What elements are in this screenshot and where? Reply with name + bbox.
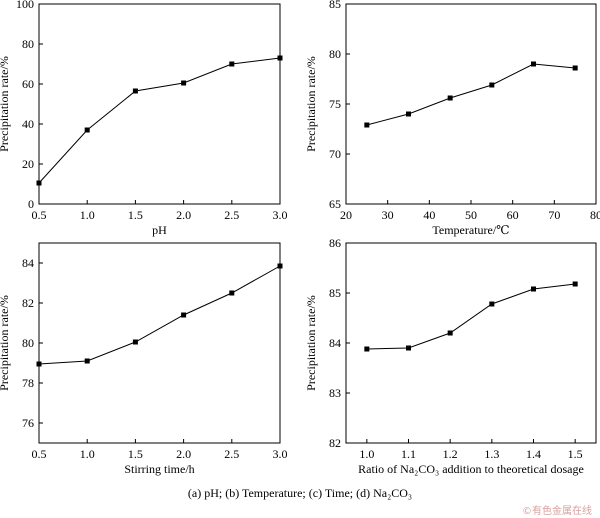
- panel-d-data-point: [489, 301, 495, 307]
- panel-b-series-line: [366, 63, 576, 126]
- panel-c-y-tick-label: 84: [22, 256, 34, 270]
- panel-b-y-tick-label: 85: [329, 0, 341, 11]
- panel-b-x-axis-label: Temperature/℃: [432, 223, 509, 237]
- panel-b-data-point: [572, 65, 578, 71]
- panel-a-x-tick-label: 3.0: [273, 208, 288, 222]
- panel-a-x-tick-label: 1.0: [80, 208, 95, 222]
- panel-a-data-point: [277, 55, 283, 61]
- panel-d-y-axis-label: Precipitation rate/%: [304, 295, 318, 391]
- panel-d-x-tick-label: 1.4: [526, 447, 541, 461]
- panel-b-data-point: [531, 61, 536, 67]
- panel-b-data-point: [406, 111, 411, 117]
- panel-c-x-tick-label: 1.5: [128, 447, 143, 461]
- panel-d-y-tick-label: 83: [329, 386, 341, 400]
- panel-c-frame: [38, 242, 281, 444]
- panel-c-x-tick-label: 0.5: [32, 447, 47, 461]
- panel-d-x-tick-label: 1.2: [443, 447, 458, 461]
- panel-d-y-tick-label: 84: [329, 336, 341, 350]
- panel-d-y-tick-label: 82: [329, 436, 341, 450]
- panel-d-x-axis-label: Ratio of Na₂CO₃ addition to theoretical …: [358, 462, 584, 476]
- panel-a-x-tick-label: 0.5: [32, 208, 47, 222]
- panel-c-y-tick-label: 76: [22, 416, 34, 430]
- panel-a-y-tick-label: 60: [22, 77, 34, 91]
- panel-b-x-tick-label: 60: [507, 208, 519, 222]
- panel-d-x-tick-label: 1.3: [484, 447, 499, 461]
- panel-c-y-tick-label: 82: [22, 296, 34, 310]
- panel-d-data-point: [447, 330, 453, 336]
- panel-c-data-point: [36, 361, 42, 367]
- panel-c-x-tick-label: 2.5: [224, 447, 239, 461]
- panel-c-data-point: [84, 358, 90, 364]
- panel-b-data-point: [489, 82, 495, 88]
- panel-d-x-tick-label: 1.5: [568, 447, 583, 461]
- panel-b-x-tick-label: 70: [548, 208, 560, 222]
- panel-b-x-tick-label: 50: [465, 208, 477, 222]
- panel-a-y-axis-label: Precipitation rate/%: [0, 56, 11, 152]
- panel-a-data-point: [132, 88, 138, 94]
- panel-b-data-point: [447, 95, 453, 101]
- panel-a: 0.5 1.0 1.5 2.0 2.5 3.0 0 20 40 60 80 100 pH Precipit…: [0, 0, 288, 237]
- panel-b-frame: [345, 3, 597, 205]
- panel-c-y-axis-label: Precipitation rate/%: [0, 295, 11, 391]
- panel-a-data-point: [181, 80, 187, 86]
- figure-caption: (a) pH; (b) Temperature; (c) Time; (d) N…: [187, 486, 413, 500]
- panel-d: 1.0 1.1 1.2 1.3 1.4 1.5 82 83 84 85 86 Ratio of Na₂…: [304, 236, 597, 476]
- panel-a-y-tick-label: 80: [22, 37, 34, 51]
- panel-b: 20 30 40 50 60 70 80 65 70 75 80 85 Temperature/℃ Pre…: [304, 0, 600, 237]
- panel-a-y-tick-label: 20: [22, 157, 34, 171]
- panel-a-x-tick-label: 2.0: [176, 208, 191, 222]
- panel-c-data-point: [229, 290, 235, 296]
- panel-b-y-tick-label: 75: [329, 97, 341, 111]
- panel-d-data-point: [531, 286, 536, 292]
- panel-c-x-tick-label: 3.0: [273, 447, 288, 461]
- panel-c-x-axis-label: Stirring time/h: [124, 462, 194, 476]
- panel-c-x-tick-label: 1.0: [80, 447, 95, 461]
- panel-b-y-tick-label: 80: [329, 47, 341, 61]
- panel-d-frame: [345, 242, 597, 444]
- panel-a-data-point: [36, 180, 42, 186]
- panel-d-x-tick-label: 1.0: [359, 447, 374, 461]
- panel-d-data-point: [406, 345, 411, 351]
- panel-a-series-line: [38, 57, 281, 184]
- panel-d-data-point: [572, 281, 578, 287]
- panel-d-data-point: [364, 346, 370, 352]
- panel-c-data-point: [181, 312, 187, 318]
- panel-c-x-tick-label: 2.0: [176, 447, 191, 461]
- panel-a-x-axis-label: pH: [152, 223, 167, 237]
- panel-a-x-tick-label: 1.5: [128, 208, 143, 222]
- panel-b-y-tick-label: 65: [329, 197, 341, 211]
- panel-c-data-point: [132, 339, 138, 345]
- panel-a-data-point: [84, 127, 90, 133]
- panel-d-y-tick-label: 85: [329, 286, 341, 300]
- watermark: ©有色金属在线: [522, 506, 592, 517]
- panel-a-y-tick-label: 0: [28, 197, 34, 211]
- figure-panels: 0.5 1.0 1.5 2.0 2.5 3.0 0 20 40 60 80 100 pH Precipit…: [0, 0, 600, 476]
- panel-b-y-tick-label: 70: [329, 147, 341, 161]
- panel-a-x-tick-label: 2.5: [224, 208, 239, 222]
- panel-b-data-point: [364, 122, 370, 128]
- panel-c-y-tick-label: 80: [22, 336, 34, 350]
- panel-d-x-tick-label: 1.1: [401, 447, 416, 461]
- panel-a-y-tick-label: 100: [16, 0, 34, 11]
- panel-a-frame: [38, 3, 281, 205]
- panel-d-series-line: [366, 283, 576, 350]
- panel-b-x-tick-label: 20: [340, 208, 352, 222]
- panel-b-x-tick-label: 30: [382, 208, 394, 222]
- panel-c-data-point: [277, 263, 283, 269]
- panel-d-y-tick-label: 86: [329, 236, 341, 250]
- panel-b-x-tick-label: 40: [423, 208, 435, 222]
- panel-b-y-axis-label: Precipitation rate/%: [304, 56, 318, 152]
- panel-c-y-tick-label: 78: [22, 376, 34, 390]
- panel-c: 0.5 1.0 1.5 2.0 2.5 3.0 76 78 80 82 84 Stirring tim…: [0, 242, 288, 476]
- panel-b-x-tick-label: 80: [590, 208, 600, 222]
- panel-a-data-point: [229, 61, 235, 67]
- panel-c-series-line: [38, 265, 281, 365]
- panel-a-y-tick-label: 40: [22, 117, 34, 131]
